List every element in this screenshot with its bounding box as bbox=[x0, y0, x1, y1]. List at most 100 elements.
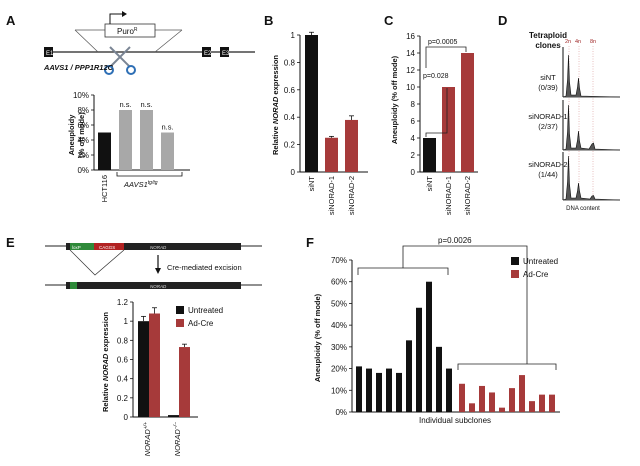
panel-e-tick-label: 0.2 bbox=[117, 394, 129, 403]
panel-b-tick-label: 0.8 bbox=[284, 58, 296, 67]
panel-e-tick-label: 0.6 bbox=[117, 356, 129, 365]
panel-f-tick-label: 30% bbox=[331, 343, 347, 352]
histogram-trace bbox=[562, 155, 621, 201]
panel-f-xlabel: Individual subclones bbox=[419, 416, 491, 425]
panel-f-legend: Untreated Ad-Cre bbox=[511, 257, 558, 279]
panel-c-tick-label: 2 bbox=[411, 151, 416, 160]
residual-loxp bbox=[70, 282, 77, 289]
panel-f-tick-label: 50% bbox=[331, 299, 347, 308]
panel-f-bar bbox=[479, 385, 485, 412]
panel-f-bar bbox=[539, 394, 545, 412]
panel-f-bar bbox=[509, 388, 515, 412]
panel-a-bar bbox=[140, 110, 153, 170]
panel-f-tick-label: 10% bbox=[331, 386, 347, 395]
panel-b-tick-label: 0.2 bbox=[284, 141, 296, 150]
norad-gene-label: NORAD bbox=[150, 245, 167, 250]
panel-a-tick-label: 0% bbox=[77, 166, 89, 175]
panel-f-bar bbox=[519, 375, 525, 412]
panel-a-tick-label: 10% bbox=[73, 91, 89, 100]
panel-c-bar bbox=[461, 53, 474, 172]
panel-c-tick-label: 14 bbox=[406, 49, 415, 58]
panel-f-ylabel: Aneuploidy (% off mode) bbox=[313, 293, 322, 382]
panel-f-bar bbox=[499, 407, 505, 412]
panel-c-chart: 0 2 4 6 8 10 12 14 16 siNT siNORAD-1 siNORAD-2 bbox=[406, 32, 478, 215]
histogram-trace bbox=[562, 104, 621, 151]
histogram-row-count: (2/37) bbox=[538, 122, 558, 131]
histogram-row-count: (0/39) bbox=[538, 83, 558, 92]
panel-f-bar bbox=[416, 307, 422, 412]
panel-c-category-label: siNORAD-2 bbox=[463, 176, 472, 215]
excision-arrow-icon bbox=[155, 268, 161, 274]
histogram-trace bbox=[562, 54, 621, 98]
panel-e-tick-label: 1.2 bbox=[117, 298, 129, 307]
histogram-row-name: siNORAD-2 bbox=[528, 160, 567, 169]
panel-f-bar bbox=[386, 368, 392, 412]
panel-c-ylabel: Aneuploidy (% off mode) bbox=[390, 55, 399, 144]
caggs-cassette bbox=[94, 243, 124, 250]
panel-f-bar bbox=[469, 403, 475, 412]
excised-gene-bar bbox=[66, 282, 241, 289]
panel-f-bracket-untreated bbox=[357, 267, 449, 275]
loxp-label: loxP bbox=[72, 245, 81, 250]
panel-c-bar bbox=[442, 87, 455, 172]
panel-a-bar bbox=[119, 110, 132, 170]
panel-e-ylabel: Relative NORAD expression bbox=[101, 312, 110, 412]
panel-a-label: A bbox=[6, 13, 16, 28]
panel-c-pvalue-2: p=0.0005 bbox=[428, 39, 457, 46]
panel-c-category-label: siNT bbox=[425, 176, 434, 192]
exon-e1-box bbox=[44, 47, 53, 57]
panel-f-bar bbox=[396, 372, 402, 412]
panel-e-bar bbox=[138, 321, 149, 417]
panel-c-category-label: siNORAD-1 bbox=[444, 176, 453, 215]
panel-f-pvalue: p=0.0026 bbox=[438, 236, 472, 245]
legend-label-adcre: Ad-Cre bbox=[523, 270, 549, 279]
panel-e-chart: 0 0.2 0.4 0.6 0.8 1 1.2 bbox=[117, 298, 198, 422]
legend-label-untreated: Untreated bbox=[188, 306, 223, 315]
exon-e3-box bbox=[220, 47, 229, 57]
aavs1-group-label: AAVS1tg/tg bbox=[123, 180, 158, 189]
panel-e-bar bbox=[149, 313, 160, 417]
panel-c-tick-label: 12 bbox=[406, 66, 415, 75]
panel-f-bar bbox=[376, 372, 382, 412]
panel-b-category-label: siNORAD-1 bbox=[327, 176, 336, 215]
panel-f-pvalue-bracket bbox=[402, 245, 528, 364]
legend-swatch-adcre bbox=[511, 270, 519, 278]
panel-c-bracket-1 bbox=[425, 88, 448, 137]
panel-e-bar bbox=[168, 415, 179, 417]
panel-b-bar bbox=[305, 35, 318, 172]
panel-b-bar bbox=[345, 119, 358, 172]
panel-c-label: C bbox=[384, 13, 394, 28]
panel-c-tick-label: 6 bbox=[411, 117, 416, 126]
panel-f-tick-label: 40% bbox=[331, 321, 347, 330]
panel-f-tick-label: 70% bbox=[331, 256, 347, 265]
histogram-row-name: siNORAD-1 bbox=[528, 112, 567, 121]
panel-e-category-wt: NORAD+/+ bbox=[143, 422, 152, 456]
legend-swatch-untreated bbox=[511, 257, 519, 265]
panel-f-bar bbox=[529, 401, 535, 412]
locus-label: AAVS1 / PPP1R12C bbox=[43, 63, 114, 72]
histogram-row-sinorad-1: siNORAD-1 (2/37) bbox=[528, 100, 621, 151]
puro-label: PuroR bbox=[117, 27, 138, 36]
panel-c-tick-label: 0 bbox=[411, 168, 416, 177]
panel-f-bar bbox=[426, 281, 432, 412]
panel-f-bracket-adcre bbox=[457, 363, 557, 370]
panel-c-pvalue-1: p=0.028 bbox=[423, 73, 449, 80]
panel-a-tick-label: 2% bbox=[77, 151, 89, 160]
panel-b-bar bbox=[325, 137, 338, 172]
panel-b-chart: 0 0.2 0.4 0.6 0.8 1 siNT siNORAD-1 siNORAD-2 bbox=[284, 31, 368, 215]
loxp-cassette bbox=[70, 243, 94, 250]
norad-gene-bar bbox=[66, 243, 241, 250]
panel-f-chart: 0% 10% 20% 30% 40% 50% 60% 70% bbox=[331, 256, 560, 417]
peak-label-8n: 8n bbox=[590, 39, 596, 45]
aavs1-group-bracket bbox=[116, 172, 183, 177]
panel-f-tick-label: 60% bbox=[331, 278, 347, 287]
panel-f-bar bbox=[549, 394, 555, 412]
panel-e-category-ko: NORAD−/− bbox=[173, 422, 182, 456]
panel-a-ns-label: n.s. bbox=[119, 100, 131, 109]
panel-d-title-1: Tetraploid bbox=[529, 31, 567, 40]
panel-f-bar bbox=[446, 368, 452, 412]
panel-c-bracket-2 bbox=[425, 46, 467, 68]
panel-a-chart: 0% 2% 4% 6% 8% 10% n.s. n.s. n.s. bbox=[73, 91, 190, 175]
panel-b-tick-label: 1 bbox=[291, 31, 296, 40]
panel-f-bar bbox=[489, 392, 495, 412]
